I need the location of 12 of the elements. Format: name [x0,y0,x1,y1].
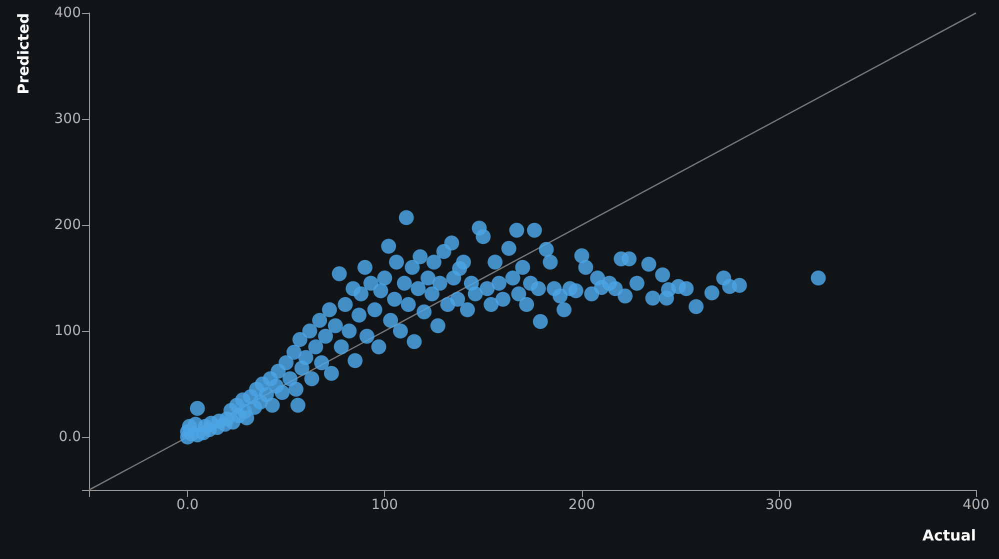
x-tick-label: 300 [766,497,792,513]
x-tick-label: 400 [962,497,990,513]
y-axis-title: Predicted [14,13,32,94]
y-tick-label: 0.0 [58,429,81,445]
y-tick-label: 100 [54,323,81,339]
x-axis-title: Actual [922,526,976,544]
y-tick-label: 300 [54,111,81,127]
y-tick-label: 200 [54,217,81,233]
x-tick-label: 0.0 [176,497,199,513]
y-tick-label: 400 [54,5,81,21]
x-tick-label: 200 [568,497,596,513]
x-tick-label: 100 [371,497,398,513]
